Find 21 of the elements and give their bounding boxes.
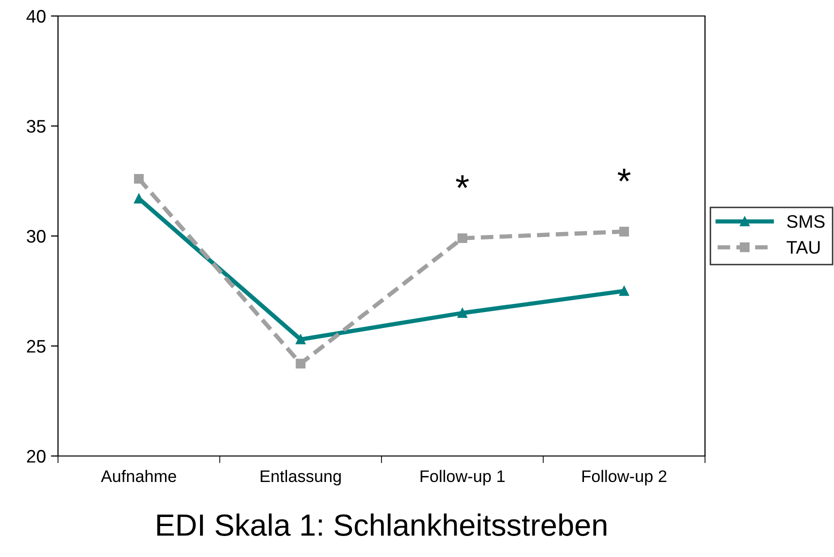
point <box>296 334 306 344</box>
y-tick-label: 25 <box>27 340 46 353</box>
point <box>619 286 629 296</box>
y-tick-label: 35 <box>26 120 46 133</box>
annotation: * <box>618 168 631 182</box>
x-tick-label: Entlassung <box>260 470 341 486</box>
x-tick-label: Aufnahme <box>100 470 176 482</box>
legend-label: TAU <box>786 241 820 254</box>
y-tick-label: 20 <box>27 450 46 463</box>
point <box>458 308 468 318</box>
x-tick-label: Follow-up 1 <box>420 470 505 486</box>
point <box>134 174 144 184</box>
legend-label: SMS <box>787 215 825 228</box>
point <box>296 358 306 368</box>
point <box>619 226 629 236</box>
y-tick-label: 40 <box>26 10 46 23</box>
y-tick-label: 30 <box>26 230 46 243</box>
x-tick-label: Follow-up 2 <box>582 470 666 486</box>
annotation: * <box>456 175 469 188</box>
point <box>458 233 468 244</box>
text: EDI Skala 1: Schlankheitsstreben <box>157 514 606 536</box>
